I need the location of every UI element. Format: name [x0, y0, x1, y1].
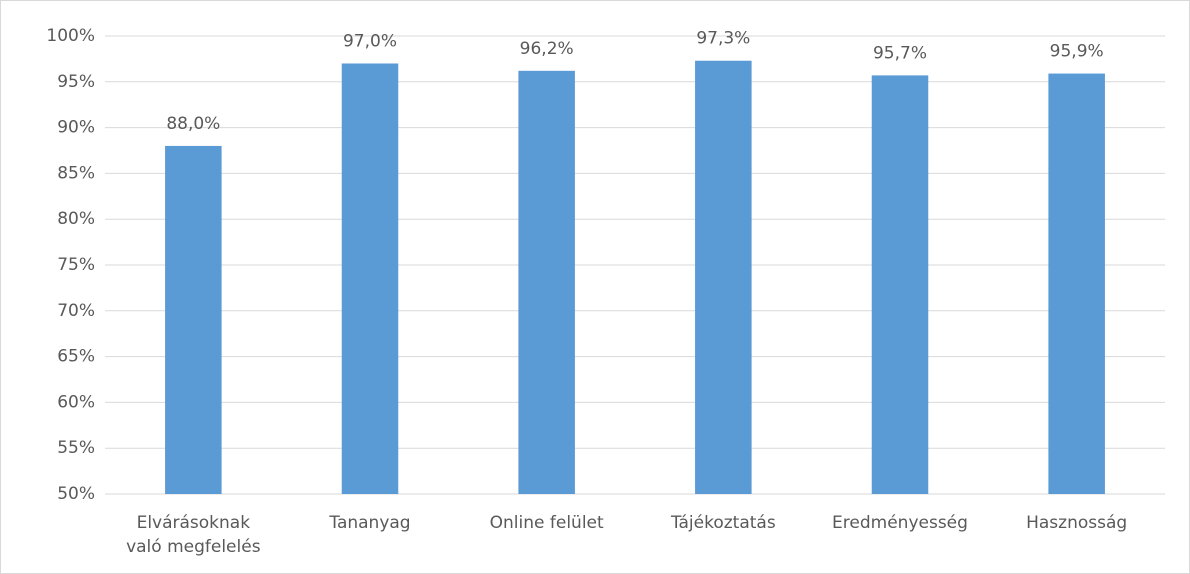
- y-tick-label: 60%: [57, 392, 95, 412]
- data-label: 88,0%: [166, 114, 220, 134]
- bar: [165, 145, 222, 495]
- x-tick-label: Hasznosság: [1026, 513, 1127, 533]
- y-tick-label: 85%: [57, 163, 95, 183]
- y-tick-label: 75%: [57, 255, 95, 275]
- x-tick-label: Elvárásoknak való megfelelés: [126, 513, 261, 557]
- data-label: 96,2%: [520, 39, 574, 59]
- y-tick-label: 95%: [57, 72, 95, 92]
- x-tick-label: Online felület: [490, 513, 604, 533]
- data-label: 97,3%: [696, 29, 750, 49]
- y-tick-label: 80%: [57, 209, 95, 229]
- x-tick-label: Tájékoztatás: [670, 513, 776, 533]
- bar: [1048, 73, 1105, 494]
- y-tick-label: 100%: [46, 26, 95, 46]
- data-label: 95,9%: [1050, 42, 1104, 62]
- data-label: 95,7%: [873, 43, 927, 63]
- bar: [695, 60, 752, 495]
- y-tick-label: 90%: [57, 118, 95, 138]
- y-tick-label: 70%: [57, 301, 95, 321]
- x-tick-label: Eredményesség: [832, 513, 968, 533]
- data-label: 97,0%: [343, 31, 397, 51]
- y-tick-label: 65%: [57, 347, 95, 367]
- bar: [518, 70, 575, 495]
- y-tick-label: 55%: [57, 438, 95, 458]
- x-tick-label: Tananyag: [328, 513, 410, 533]
- bar: [341, 63, 399, 494]
- y-tick-label: 50%: [57, 484, 95, 504]
- bar: [871, 75, 929, 494]
